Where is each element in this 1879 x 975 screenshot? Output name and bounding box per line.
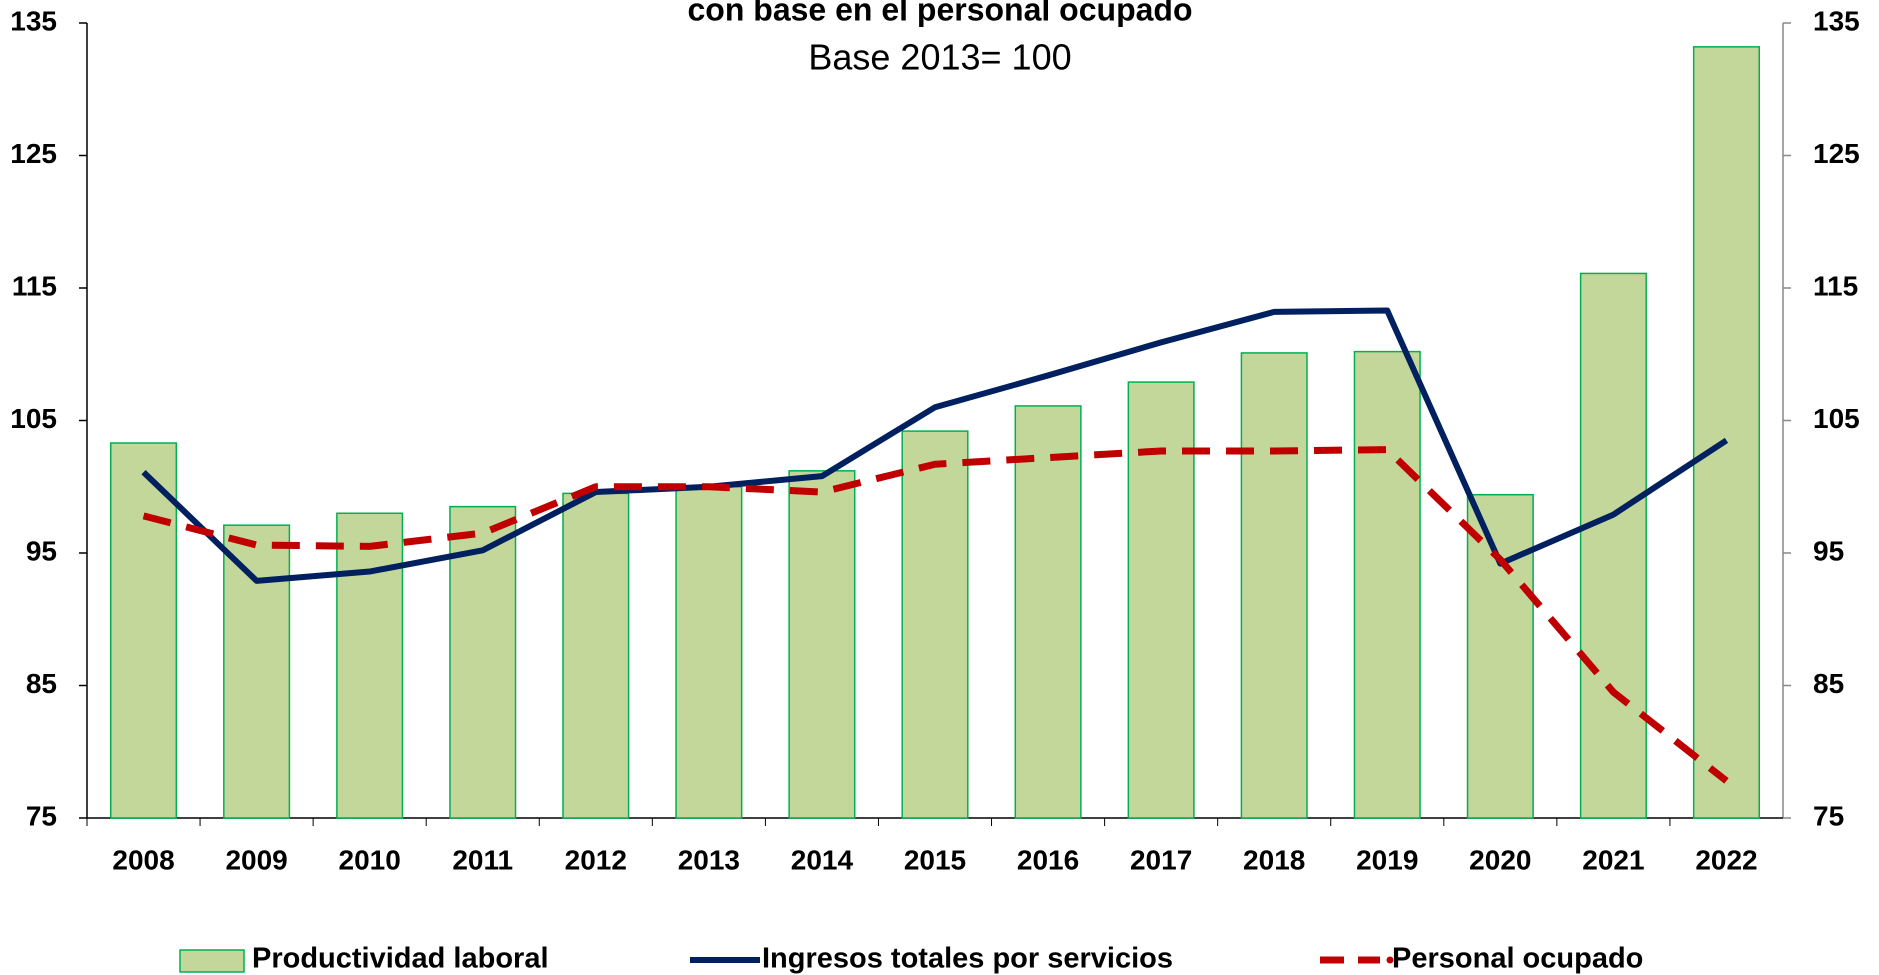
y2-tick-label: 75: [1813, 800, 1844, 831]
bar: [1579, 272, 1647, 819]
chart-title: con base en el personal ocupado: [687, 0, 1192, 27]
x-tick-label: 2017: [1130, 844, 1192, 875]
bar: [1692, 46, 1761, 819]
bar: [1240, 352, 1308, 819]
x-tick-label: 2015: [904, 844, 966, 875]
x-tick-label: 2009: [225, 844, 287, 875]
bar: [1127, 381, 1195, 819]
x-tick-label: 2012: [565, 844, 627, 875]
y-tick-label: 85: [26, 668, 57, 699]
bar: [675, 486, 743, 819]
dashed-line: [142, 446, 1729, 784]
y-tick-label: 125: [10, 138, 57, 169]
x-tick-label: 2021: [1582, 844, 1644, 875]
x-tick-label: 2020: [1469, 844, 1531, 875]
x-tick-label: 2014: [791, 844, 854, 875]
y-tick-label: 135: [10, 5, 57, 36]
legend-swatch: [1386, 956, 1394, 964]
bar: [1353, 350, 1421, 819]
y2-tick-label: 105: [1813, 403, 1860, 434]
chart-subtitle: Base 2013= 100: [808, 37, 1071, 78]
bar: [1466, 493, 1534, 819]
bar: [336, 512, 404, 819]
x-tick-label: 2011: [452, 844, 513, 875]
y2-tick-label: 95: [1813, 535, 1844, 566]
x-tick-label: 2010: [339, 844, 401, 875]
x-tick-label: 2019: [1356, 844, 1418, 875]
bar: [109, 442, 178, 819]
y-tick-label: 75: [26, 800, 57, 831]
y-tick-label: 95: [26, 535, 57, 566]
y2-tick-label: 135: [1813, 5, 1860, 36]
y2-tick-label: 115: [1813, 270, 1858, 301]
y-tick-label: 115: [12, 270, 57, 301]
y2-tick-label: 85: [1813, 668, 1844, 699]
legend-label: Productividad laboral: [252, 943, 549, 975]
x-tick-label: 2016: [1017, 844, 1079, 875]
bar: [223, 524, 291, 819]
bar: [788, 470, 856, 819]
bar: [449, 505, 517, 819]
bar: [901, 430, 969, 819]
line: [141, 307, 1729, 584]
legend-label: Personal ocupado: [1392, 943, 1643, 975]
y2-tick-label: 125: [1813, 138, 1860, 169]
legend-swatch: [179, 949, 245, 973]
x-tick-label: 2013: [678, 844, 740, 875]
x-tick-label: 2022: [1695, 844, 1757, 875]
legend-label: Ingresos totales por servicios: [762, 943, 1173, 975]
bar: [1014, 405, 1082, 819]
x-tick-label: 2018: [1243, 844, 1305, 875]
bar: [562, 492, 630, 819]
x-tick-label: 2008: [112, 844, 174, 875]
y-tick-label: 105: [10, 403, 57, 434]
